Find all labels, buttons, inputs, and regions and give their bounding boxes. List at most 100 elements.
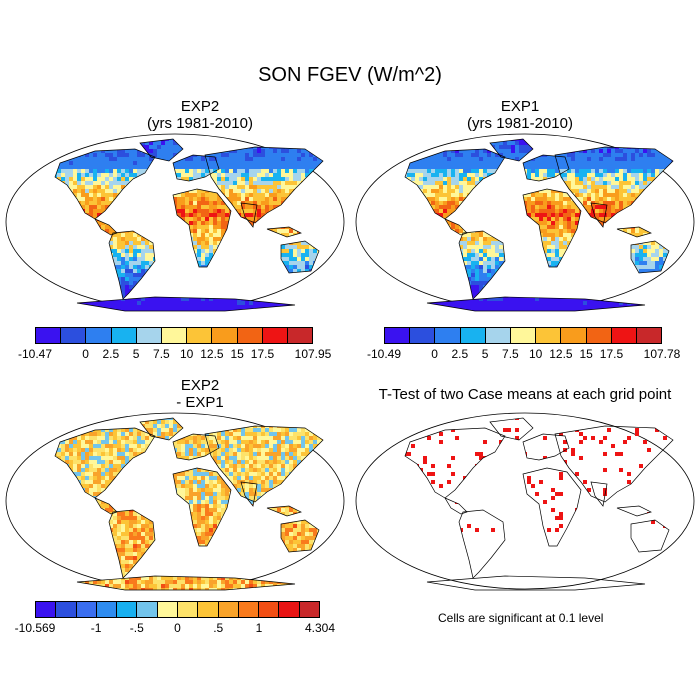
colorbar-swatch	[259, 602, 280, 617]
colorbar-diff	[35, 601, 320, 618]
coastline-australia	[280, 519, 320, 553]
coastline-australia	[630, 240, 670, 274]
colorbar-label: -.5	[129, 621, 144, 635]
coastline-europe	[172, 433, 220, 461]
colorbar-swatch	[136, 328, 162, 343]
panel-diff-title-line1: EXP2	[180, 377, 220, 394]
colorbar-label: 15	[230, 347, 244, 361]
colorbar-swatch	[385, 328, 411, 343]
panel-diff-title-line2: - EXP1	[176, 394, 224, 411]
coastline-india	[240, 202, 258, 228]
coastline-europe	[172, 154, 220, 182]
colorbar-swatch	[117, 602, 138, 617]
coastline-india	[590, 202, 608, 228]
coastline-africa	[522, 467, 582, 547]
map-difference	[5, 412, 345, 591]
coastline-antarctica	[76, 296, 296, 312]
coastline-central-america	[94, 218, 118, 236]
coastline-indonesia	[266, 505, 302, 517]
colorbar-label: 7.5	[153, 347, 170, 361]
colorbar-label: 0	[174, 621, 181, 635]
colorbar-label: 12.5	[549, 347, 573, 361]
coastline-africa	[172, 188, 232, 268]
colorbar-swatch	[61, 328, 87, 343]
colorbar-label: 10	[528, 347, 543, 361]
colorbar-swatch	[177, 602, 199, 617]
coastline-europe	[522, 433, 570, 461]
coastline-indonesia	[616, 226, 652, 238]
colorbar-swatch	[137, 602, 158, 617]
coastline-greenland	[489, 138, 534, 162]
colorbar-label: 7.5	[502, 347, 519, 361]
colorbar-swatch	[212, 328, 238, 343]
colorbar-swatch	[510, 328, 537, 343]
coastline-antarctica	[76, 575, 296, 591]
colorbar-exp2	[35, 327, 313, 344]
colorbar-swatch	[586, 328, 612, 343]
colorbar-swatch	[460, 328, 486, 343]
colorbar-swatch	[76, 602, 97, 617]
colorbar-label: 17.5	[599, 347, 624, 361]
map-exp1	[355, 133, 695, 312]
panel-exp1-title-line2: (yrs 1981-2010)	[467, 115, 573, 132]
coastline-central-america	[94, 497, 118, 515]
colorbar-exp1	[384, 327, 662, 344]
coastline-central-america	[444, 497, 468, 515]
colorbar-swatch	[410, 328, 436, 343]
colorbar-label: 4.304	[304, 621, 336, 635]
colorbar-label: 0	[82, 347, 89, 361]
colorbar-swatch	[279, 602, 300, 617]
colorbar-swatch	[611, 328, 637, 343]
colorbar-label: .5	[213, 621, 224, 635]
colorbar-swatch	[561, 328, 587, 343]
coastline-australia	[630, 519, 670, 553]
coastline-europe	[522, 154, 570, 182]
coastline-south-america	[458, 509, 506, 579]
coastline-asia	[554, 425, 674, 503]
coastline-australia	[280, 240, 320, 274]
colorbar-label: -10.49	[366, 347, 402, 361]
panel-title-exp1: EXP1 (yrs 1981-2010)	[420, 98, 620, 132]
colorbar-label: 107.78	[643, 347, 681, 361]
coastline-south-america	[458, 230, 506, 300]
colorbar-swatch	[198, 602, 219, 617]
colorbar-swatch	[36, 602, 57, 617]
coastline-asia	[554, 146, 674, 224]
colorbar-swatch	[161, 328, 188, 343]
colorbar-label: 5	[132, 347, 140, 361]
coastline-north-america	[54, 427, 156, 499]
colorbar-label: -10.47	[17, 347, 53, 361]
colorbar-label: 0	[431, 347, 438, 361]
coastline-antarctica	[426, 296, 646, 312]
colorbar-swatch	[485, 328, 511, 343]
significance-note: Cells are significant at 0.1 level	[438, 611, 604, 625]
panel-exp2-title-line2: (yrs 1981-2010)	[147, 115, 253, 132]
colorbar-label: -10.569	[14, 621, 56, 635]
panel-exp1-title-line1: EXP1	[500, 98, 540, 115]
panel-title-diff: EXP2 - EXP1	[100, 377, 300, 411]
coastline-antarctica	[426, 575, 646, 591]
colorbar-swatch	[96, 602, 118, 617]
coastline-greenland	[139, 138, 184, 162]
colorbar-label: 12.5	[200, 347, 224, 361]
colorbar-swatch	[237, 328, 263, 343]
coastline-india	[240, 481, 258, 507]
colorbar-swatch	[111, 328, 137, 343]
map-frame	[355, 412, 695, 590]
panel-title-ttest: T-Test of two Case means at each grid po…	[378, 386, 672, 403]
colorbar-label: 2.5	[451, 347, 469, 361]
coastline-asia	[204, 425, 324, 503]
colorbar-swatch	[238, 602, 260, 617]
colorbar-swatch	[536, 328, 562, 343]
colorbar-swatch	[636, 328, 662, 343]
coastline-north-america	[404, 427, 506, 499]
coastline-north-america	[404, 148, 506, 220]
colorbar-swatch	[157, 602, 178, 617]
coastline-south-america	[108, 230, 156, 300]
coastline-central-america	[444, 218, 468, 236]
colorbar-label: 10	[179, 347, 194, 361]
coastline-india	[590, 481, 608, 507]
colorbar-swatch	[435, 328, 461, 343]
colorbar-swatch	[262, 328, 288, 343]
colorbar-swatch	[287, 328, 313, 343]
